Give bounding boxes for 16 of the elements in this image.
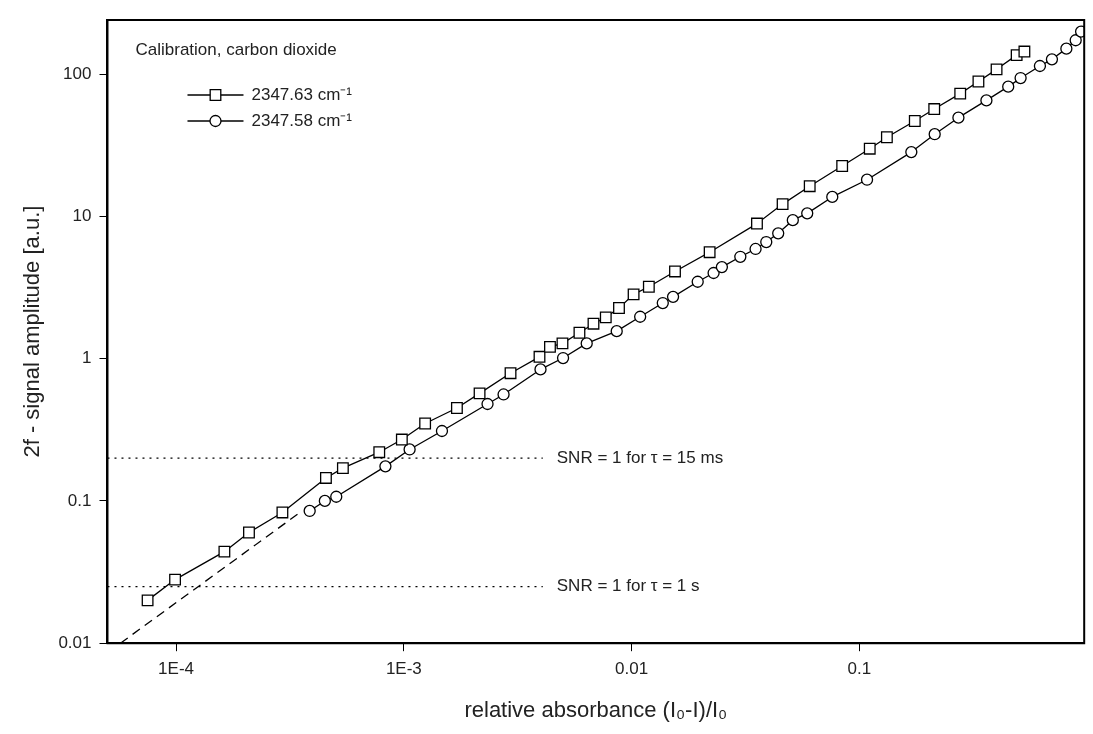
x-tick-label: 0.1 [847, 659, 872, 679]
y-axis-title: 2f - signal amplitude [a.u.] [19, 205, 45, 458]
x-axis-title: relative absorbance (I₀-I)/I₀ [464, 696, 728, 722]
annotation: SNR = 1 for τ = 1 s [556, 576, 700, 596]
y-tick-label: 100 [63, 63, 92, 83]
x-tick-label: 1E-3 [385, 659, 422, 679]
x-tick-label: 1E-4 [158, 659, 195, 679]
y-tick-label: 0.01 [58, 632, 92, 652]
annotation: SNR = 1 for τ = 15 ms [556, 447, 724, 467]
legend-label: 2347.58 cm⁻¹ [251, 110, 353, 130]
y-tick-label: 0.1 [67, 490, 92, 510]
text: Calibration, carbon dioxide [135, 40, 337, 60]
legend-label: 2347.63 cm⁻¹ [251, 84, 353, 104]
y-tick-label: 10 [72, 206, 92, 226]
y-tick-label: 1 [82, 348, 92, 368]
x-tick-label: 0.01 [615, 659, 649, 679]
